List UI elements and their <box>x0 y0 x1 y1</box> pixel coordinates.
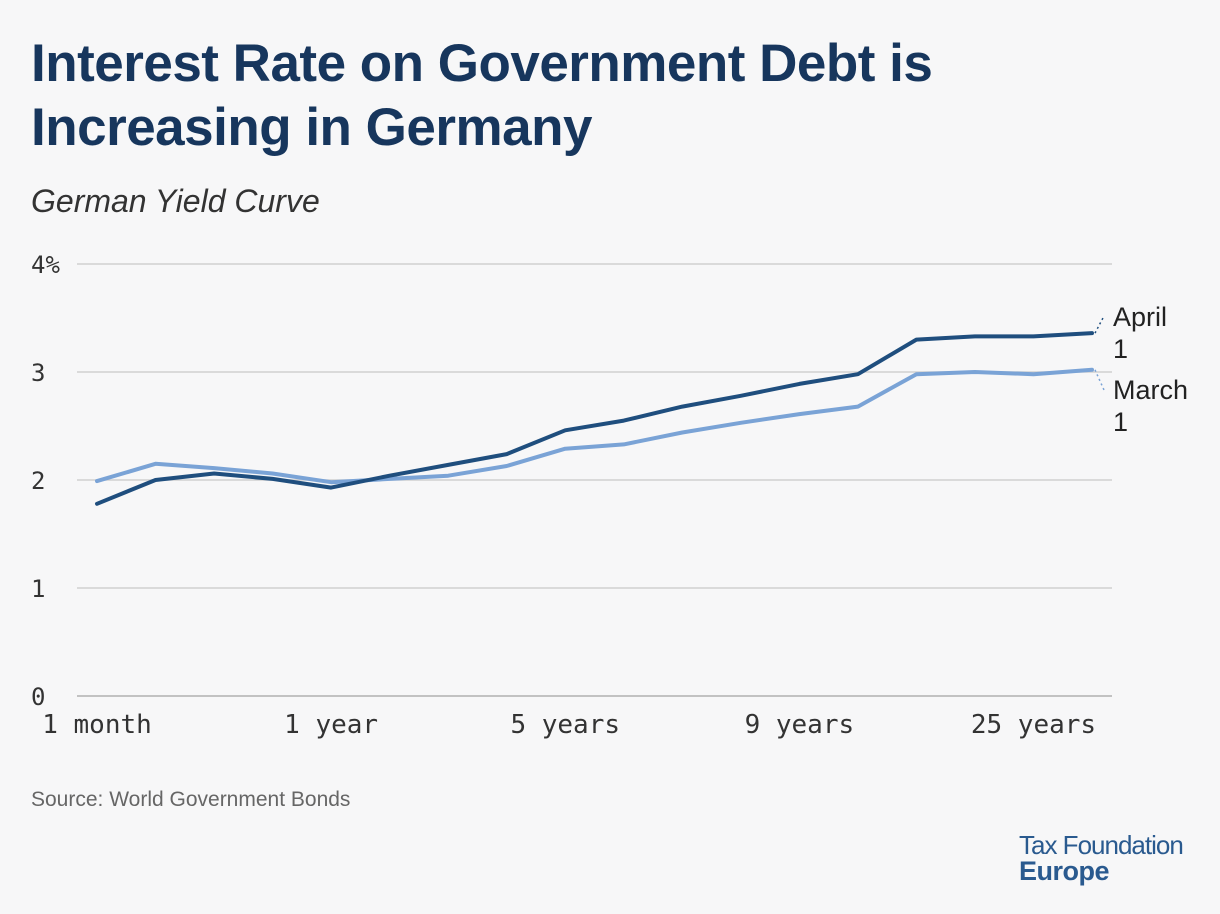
x-tick-label: 5 years <box>510 710 620 740</box>
x-tick-label: 9 years <box>745 710 855 740</box>
logo-line-1: Tax Foundation <box>1019 830 1184 860</box>
y-tick-label: 2 <box>31 467 45 495</box>
series-label-leader <box>1094 369 1105 391</box>
series-label: 1 <box>1113 407 1128 437</box>
y-tick-label: 3 <box>31 359 45 387</box>
chart-subtitle: German Yield Curve <box>31 183 320 219</box>
y-tick-label: 0 <box>31 683 45 711</box>
series-label-leader <box>1094 315 1105 334</box>
series-line-april-1 <box>95 331 1094 506</box>
series-label: 1 <box>1113 334 1128 364</box>
tax-foundation-logo: Tax Foundation Europe <box>1019 830 1184 886</box>
source-note: Source: World Government Bonds <box>31 788 351 811</box>
x-tick-label: 25 years <box>971 710 1096 740</box>
series-line-march-1 <box>95 367 1094 485</box>
y-tick-label: 1 <box>31 575 45 603</box>
logo-line-2: Europe <box>1019 856 1110 886</box>
chart-title: Interest Rate on Government Debt is Incr… <box>31 34 933 157</box>
x-tick-label: 1 year <box>284 710 378 740</box>
series-label: March <box>1113 375 1188 405</box>
series-label: April <box>1113 302 1167 332</box>
x-tick-label: 1 month <box>42 710 152 740</box>
y-tick-label: 4% <box>31 251 60 279</box>
